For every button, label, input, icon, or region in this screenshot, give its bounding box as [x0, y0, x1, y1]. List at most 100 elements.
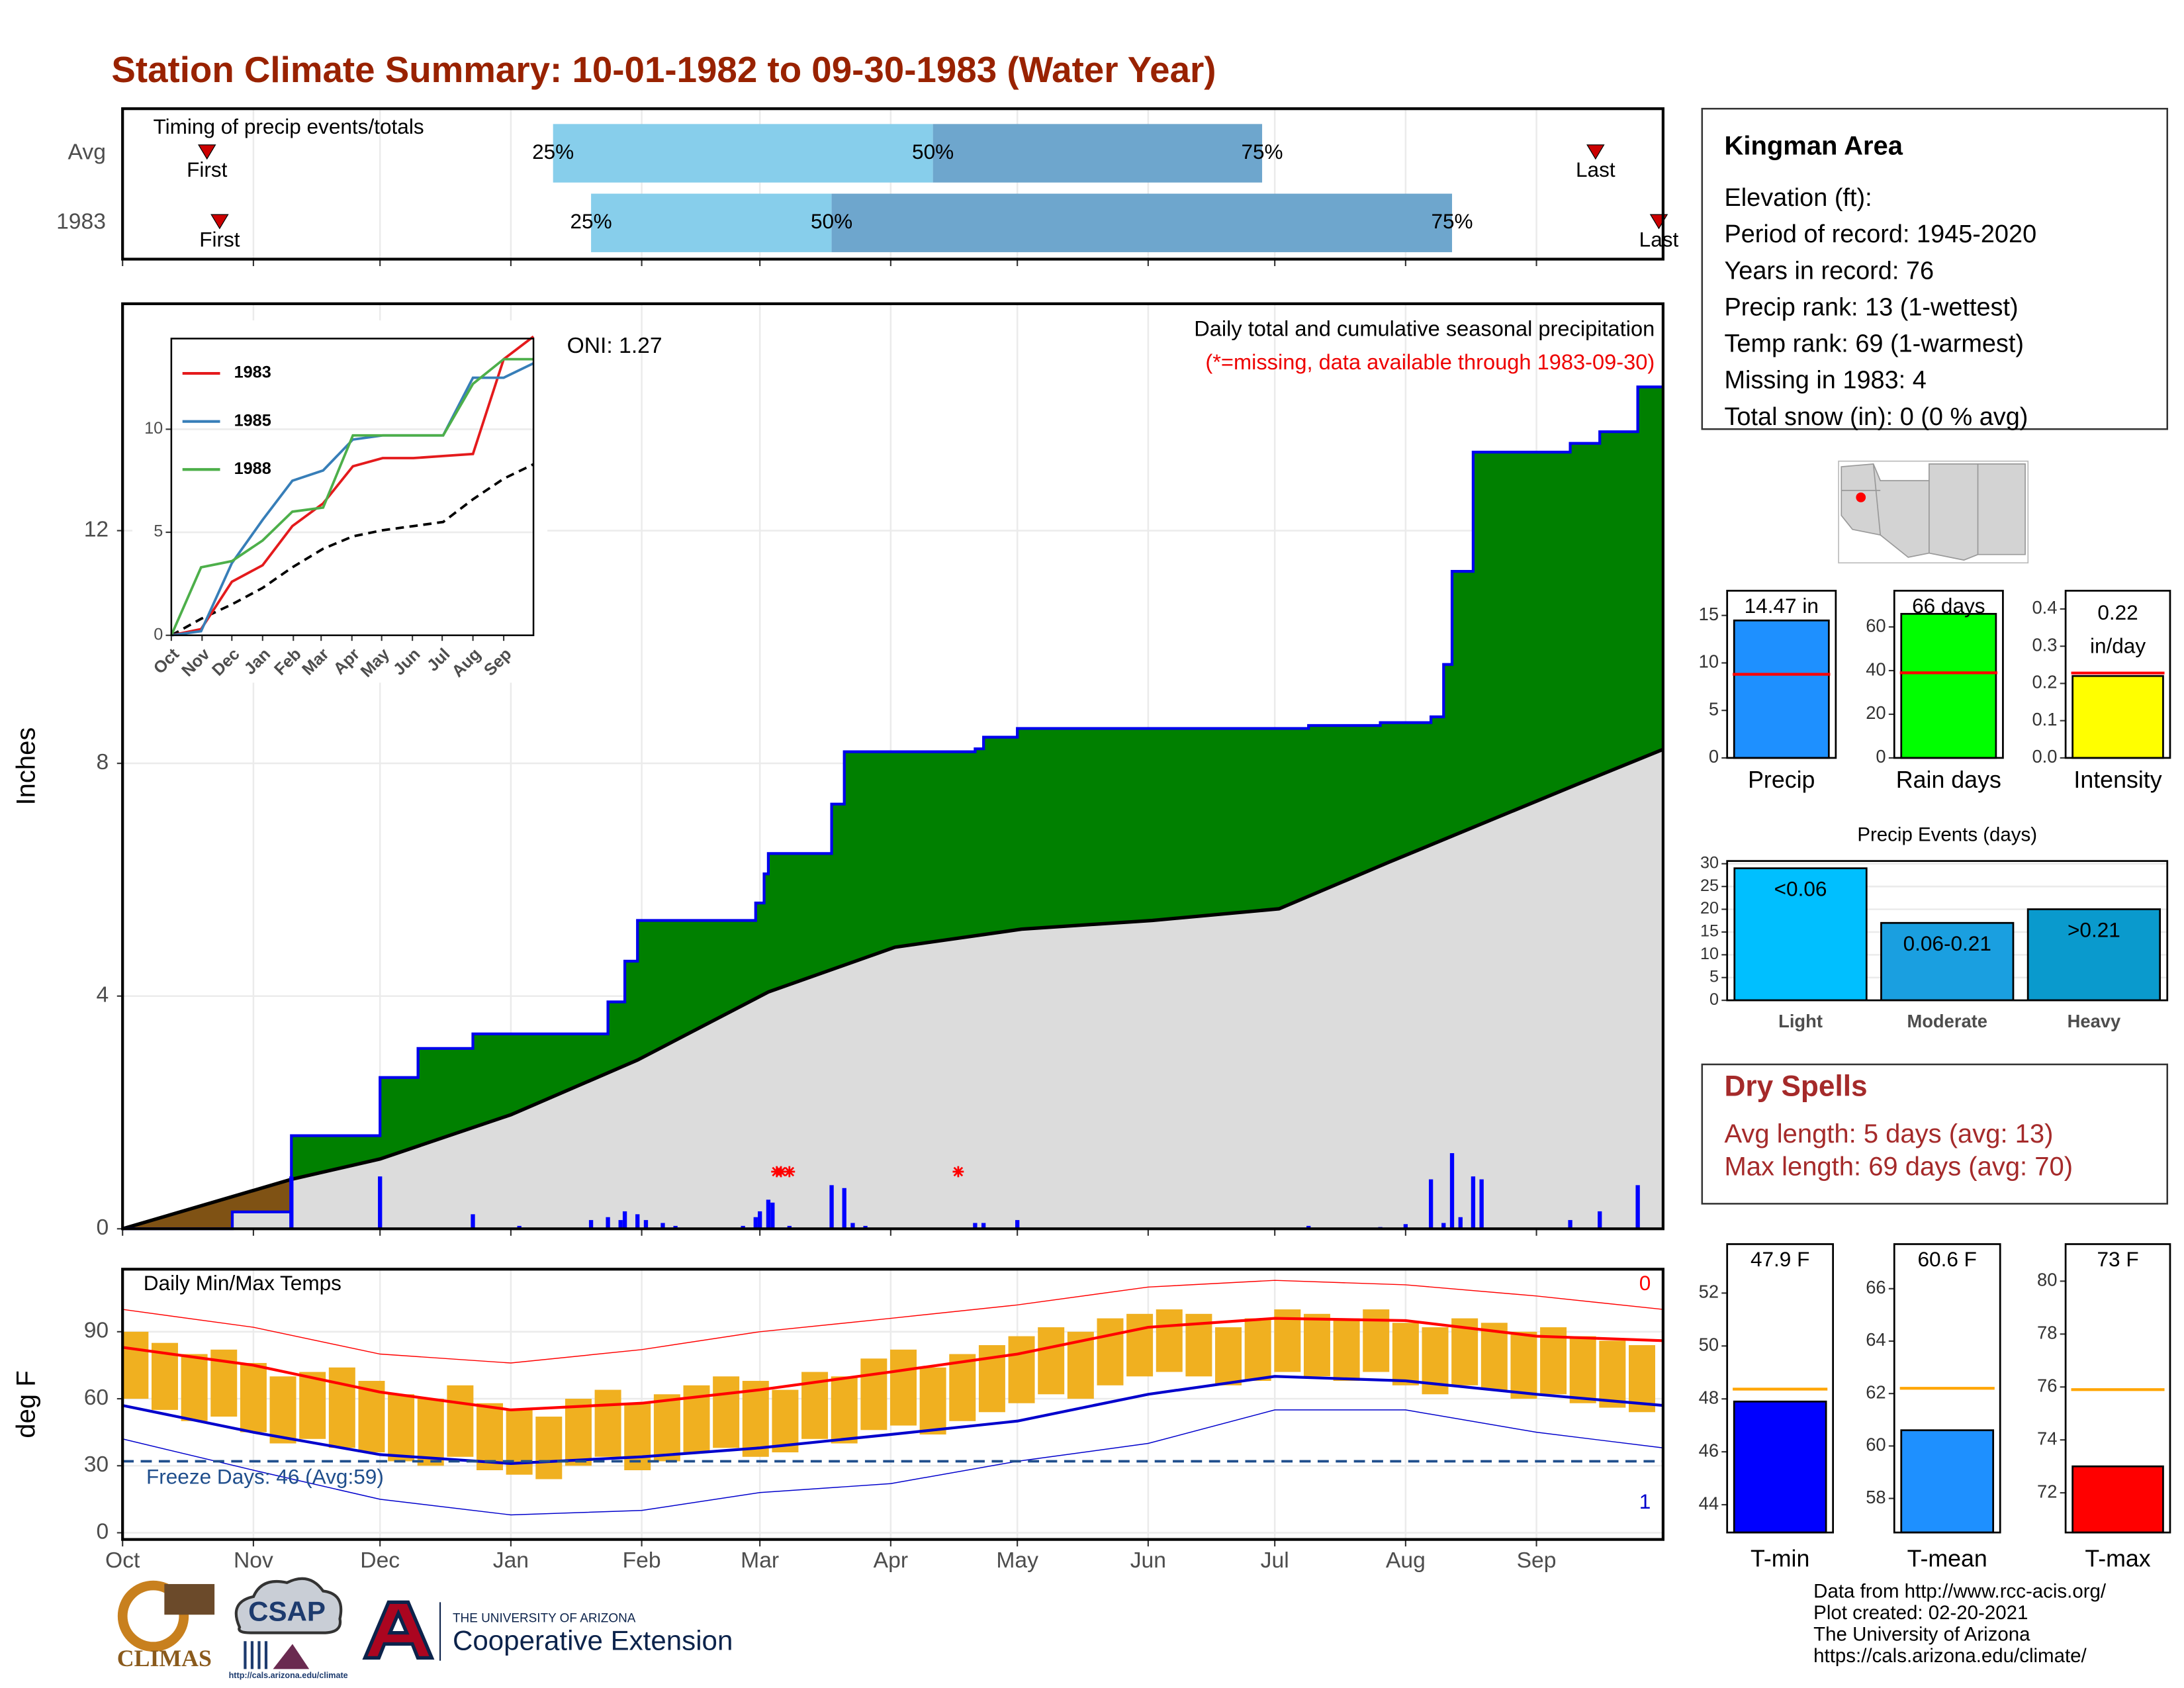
- daily-precip-bar: [741, 1225, 745, 1229]
- y-tick-label: 52: [1699, 1282, 1719, 1302]
- y-tick-label: 74: [2037, 1428, 2057, 1448]
- y-tick-label: 0.4: [2032, 597, 2057, 618]
- quantile-label: 25%: [570, 209, 612, 233]
- y-tick-label: 60: [1866, 1434, 1886, 1455]
- dry-spell-line: Max length: 69 days (avg: 70): [1724, 1152, 2073, 1181]
- inset-frame: [170, 338, 535, 636]
- timing-frame: [121, 107, 1664, 261]
- average-area: [122, 749, 1663, 1229]
- location-map: [1838, 460, 2029, 564]
- daily-temp-bar: [1038, 1327, 1065, 1395]
- event-label: First: [187, 158, 228, 181]
- daily-temp-bar: [388, 1394, 415, 1462]
- daily-temp-bar: [1392, 1323, 1419, 1385]
- value-label: 0.06-0.21: [1903, 931, 1991, 955]
- bar: [1733, 867, 1868, 1002]
- daily-precip-bar: [673, 1225, 678, 1229]
- y-tick-label: 4: [96, 983, 109, 1008]
- daily-temp-bar: [919, 1367, 946, 1435]
- info-line: Precip rank: 13 (1-wettest): [1724, 293, 2018, 321]
- y-axis-label: Inches: [12, 727, 41, 806]
- bar-frame: [2064, 1243, 2171, 1534]
- daily-precip-bar: [517, 1225, 522, 1229]
- average-max-line: [122, 1317, 1663, 1412]
- daily-precip-bar: [1598, 1211, 1602, 1229]
- value-label: 47.9 F: [1751, 1247, 1809, 1271]
- record-high-count: 0: [1639, 1271, 1651, 1295]
- station-name: Kingman Area: [1724, 132, 1903, 161]
- daily-precip-bar: [289, 1176, 294, 1229]
- daily-temp-bar: [181, 1354, 208, 1421]
- footer-line: Data from http://www.rcc-acis.org/: [1813, 1580, 2107, 1602]
- y-tick-label: 20: [1700, 899, 1719, 917]
- bar-frame: [1726, 1243, 1835, 1534]
- climas-emblem-block: [164, 1583, 215, 1615]
- inset-series-line: [171, 362, 534, 637]
- daily-precip-bar: [850, 1223, 855, 1229]
- y-tick-label: 15: [1700, 922, 1719, 941]
- daily-temp-bar: [949, 1354, 976, 1421]
- y-tick-label: 72: [2037, 1481, 2057, 1501]
- info-line: Elevation (ft):: [1724, 184, 1872, 212]
- csap-bars: [244, 1641, 268, 1669]
- daily-precip-bar: [1403, 1224, 1408, 1229]
- precip-frame: [121, 302, 1664, 1231]
- daily-temp-bar: [565, 1399, 592, 1466]
- daily-precip-bar: [1015, 1220, 1020, 1229]
- daily-temp-bar: [1215, 1327, 1242, 1385]
- y-tick-label: 10: [1700, 945, 1719, 963]
- daily-precip-bar: [618, 1220, 623, 1229]
- daily-precip-bar: [1449, 1153, 1455, 1229]
- precip-note: (*=missing, data available through 1983-…: [1205, 350, 1655, 374]
- daily-precip-bar: [770, 1202, 775, 1229]
- daily-precip-bar: [1471, 1176, 1476, 1229]
- daily-precip-bar: [1458, 1217, 1463, 1229]
- daily-temp-bar: [1008, 1336, 1035, 1403]
- bar: [1733, 619, 1830, 759]
- daily-temp-bar: [535, 1417, 563, 1479]
- y-tick-label: 25: [1700, 876, 1719, 895]
- y-tick-label: 8: [96, 750, 109, 774]
- freeze-label: Freeze Days: 46 (Avg:59): [146, 1464, 384, 1488]
- daily-temp-bar: [594, 1389, 621, 1457]
- value-label: >0.21: [2068, 918, 2120, 942]
- cumulative-line: [122, 385, 1663, 1231]
- ua-small-text: THE UNIVERSITY OF ARIZONA: [453, 1612, 636, 1626]
- daily-precip-bar: [787, 1225, 792, 1229]
- y-tick-label: 50: [1699, 1335, 1719, 1355]
- daily-temp-bar: [1097, 1318, 1124, 1385]
- y-tick-label: 30: [84, 1452, 109, 1477]
- climas-logo-text: CLIMAS: [117, 1645, 212, 1671]
- info-line: Missing in 1983: 4: [1724, 367, 1926, 395]
- bar: [2071, 1465, 2164, 1534]
- value-label: 14.47 in: [1745, 594, 1819, 618]
- x-tick-label: Jun: [1130, 1548, 1166, 1573]
- bar: [2071, 675, 2164, 759]
- info-line: Period of record: 1945-2020: [1724, 220, 2036, 248]
- event-label: First: [199, 227, 240, 251]
- climas-emblem: [117, 1580, 189, 1652]
- daily-precip-bar: [1568, 1220, 1572, 1229]
- x-tick-label: Dec: [360, 1548, 400, 1573]
- x-tick-label: May: [996, 1548, 1038, 1573]
- average-line: [122, 747, 1664, 1231]
- y-tick-label: 48: [1699, 1387, 1719, 1407]
- quartile-bar-upper: [831, 193, 1453, 252]
- category-label: T-mean: [1907, 1546, 1987, 1572]
- dry-spell-line: Avg length: 5 days (avg: 13): [1724, 1119, 2053, 1149]
- daily-temp-bar: [1599, 1340, 1626, 1408]
- x-tick-label: Nov: [234, 1548, 273, 1573]
- daily-temp-bar: [1569, 1336, 1596, 1403]
- quartile-bar-upper: [933, 124, 1263, 183]
- y-tick-label: 60: [84, 1385, 109, 1410]
- daily-temp-bar: [269, 1376, 296, 1444]
- daily-temp-bar: [1333, 1318, 1360, 1382]
- missing-marker: [775, 1166, 787, 1178]
- y-tick-label: 0: [1709, 746, 1719, 767]
- record-max-line: [122, 1280, 1663, 1364]
- quantile-label: 75%: [1241, 140, 1283, 164]
- y-tick-label: 44: [1699, 1493, 1719, 1513]
- quantile-label: 75%: [1431, 209, 1473, 233]
- x-tick-label: Feb: [623, 1548, 661, 1573]
- map-borders: [1841, 463, 1979, 555]
